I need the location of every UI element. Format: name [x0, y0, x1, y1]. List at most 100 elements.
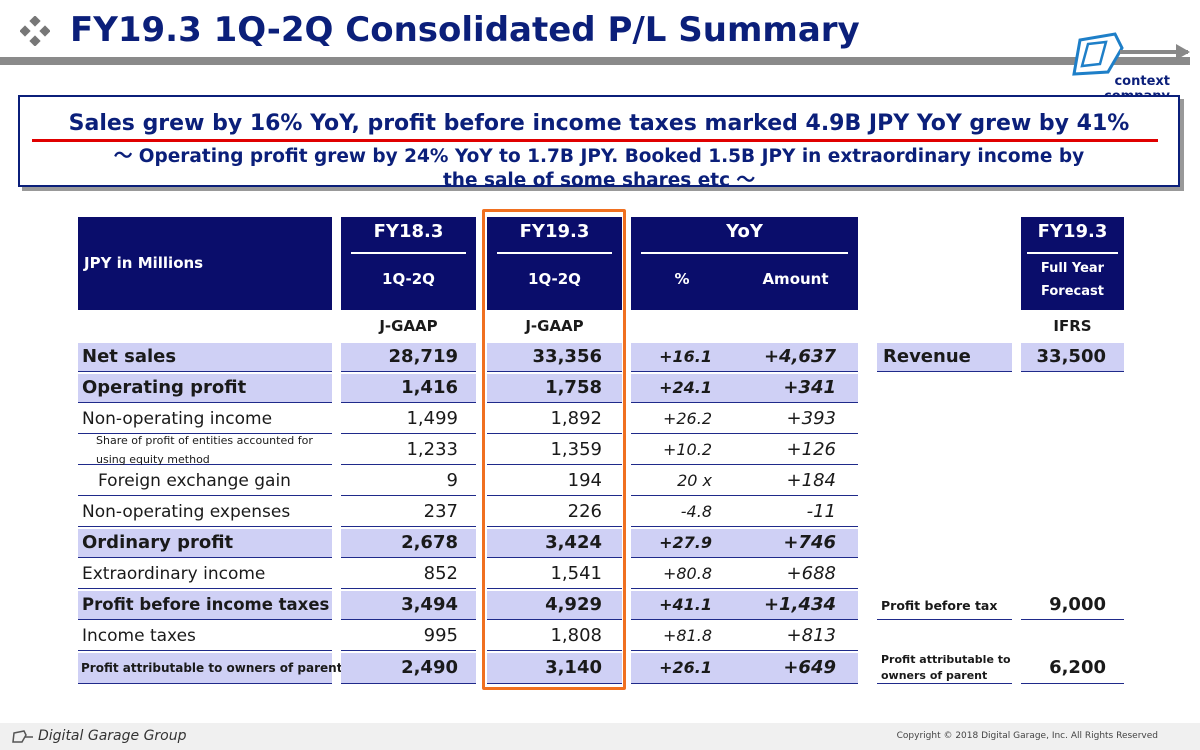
value-fy18: 1,416 — [401, 377, 458, 398]
std-fy19: J-GAAP — [525, 317, 584, 335]
value-fy18: 237 — [423, 501, 458, 522]
value-yoy-amount: +184 — [786, 470, 836, 491]
value-yoy-amount: +393 — [786, 408, 836, 429]
value-fy19: 1,808 — [550, 625, 602, 646]
col-fy18: FY18.3 — [373, 221, 444, 242]
forecast-label: Profit before tax — [881, 598, 998, 613]
value-yoy-pct: +10.2 — [662, 440, 712, 459]
col-forecast-sub1: Full Year — [1040, 261, 1105, 276]
row-label: Profit attributable to owners of parent — [81, 661, 343, 675]
value-yoy-amount: -11 — [806, 501, 836, 522]
fy19-highlight-frame — [482, 209, 626, 690]
row-label: Extraordinary income — [82, 564, 266, 584]
row-label: Non-operating expenses — [82, 502, 291, 522]
value-yoy-amount: +688 — [786, 563, 836, 584]
value-fy19: 3,424 — [545, 532, 602, 553]
value-yoy-amount: +4,637 — [763, 346, 836, 367]
value-fy18: 2,678 — [401, 532, 458, 553]
value-yoy-pct: +24.1 — [659, 378, 712, 397]
header-yoy: YoY % Amount — [631, 217, 858, 310]
value-fy18: 852 — [423, 563, 458, 584]
value-fy18: 1,233 — [406, 439, 458, 460]
dg-logo-icon — [1072, 32, 1190, 76]
row-label: Profit before income taxes — [82, 595, 330, 614]
std-forecast: IFRS — [1053, 317, 1092, 335]
headline-main: Sales grew by 16% YoY, profit before inc… — [68, 111, 1130, 136]
value-fy19: 1,758 — [545, 377, 602, 398]
value-fy19: 194 — [567, 470, 602, 491]
header-rule — [351, 252, 466, 254]
value-fy19: 1,359 — [550, 439, 602, 460]
col-fy18-period: 1Q-2Q — [382, 270, 435, 288]
value-fy18: 3,494 — [401, 594, 458, 615]
value-fy18: 2,490 — [401, 657, 458, 678]
header-forecast: FY19.3 Full Year Forecast — [1021, 217, 1124, 310]
value-yoy-pct: +81.8 — [662, 626, 712, 645]
page-title: FY19.3 1Q-2Q Consolidated P/L Summary — [70, 10, 860, 50]
row-label-line2: using equity method — [96, 453, 210, 466]
unit-label: JPY in Millions — [84, 254, 204, 272]
row-label-line1: Share of profit of entities accounted fo… — [96, 434, 313, 447]
row-label: Non-operating income — [82, 409, 273, 429]
row-label: Foreign exchange gain — [98, 471, 291, 491]
forecast-label-line2: owners of parent — [881, 669, 988, 682]
value-yoy-pct: +16.1 — [659, 347, 712, 366]
std-fy18: J-GAAP — [379, 317, 438, 335]
header-fy18: FY18.3 1Q-2Q — [341, 217, 476, 310]
value-fy19: 33,356 — [532, 346, 602, 367]
value-yoy-pct: +26.1 — [659, 658, 712, 677]
value-fy19: 3,140 — [545, 657, 602, 678]
value-yoy-pct: +41.1 — [659, 595, 712, 614]
value-yoy-pct: -4.8 — [680, 502, 712, 521]
col-forecast: FY19.3 — [1037, 221, 1108, 242]
value-yoy-amount: +746 — [783, 532, 836, 553]
headline-box: Sales grew by 16% YoY, profit before inc… — [18, 95, 1180, 191]
forecast-label: Revenue — [883, 346, 971, 367]
forecast-label-line1: Profit attributable to — [881, 653, 1011, 666]
footer-copyright: Copyright © 2018 Digital Garage, Inc. Al… — [896, 731, 1158, 741]
value-fy19: 1,541 — [550, 563, 602, 584]
title-bar: FY19.3 1Q-2Q Consolidated P/L Summary — [0, 0, 1200, 70]
row-label: Ordinary profit — [82, 532, 234, 553]
col-yoy-amount: Amount — [762, 270, 829, 288]
value-fy18: 995 — [423, 625, 458, 646]
value-yoy-amount: +813 — [786, 625, 836, 646]
value-yoy-amount: +1,434 — [763, 594, 836, 615]
value-yoy-pct: 20 x — [677, 471, 712, 490]
row-label: Income taxes — [82, 626, 196, 646]
value-fy18: 1,499 — [406, 408, 458, 429]
value-fy19: 226 — [567, 501, 602, 522]
header-fy19: FY19.3 1Q-2Q — [487, 217, 622, 310]
value-yoy-amount: +126 — [786, 439, 836, 460]
headline-sub: ～ Operating profit grew by 24% YoY to 1.… — [20, 145, 1178, 193]
value-fy18: 9 — [446, 470, 458, 491]
header-unit-cell: JPY in Millions — [78, 217, 332, 310]
value-fy19: 1,892 — [550, 408, 602, 429]
value-yoy-amount: +341 — [783, 377, 836, 398]
col-yoy: YoY — [726, 221, 763, 242]
headline-sub-line1: ～ Operating profit grew by 24% YoY to 1.… — [113, 146, 1085, 167]
value-yoy-pct: +80.8 — [662, 564, 712, 583]
row-label: Operating profit — [82, 377, 247, 398]
forecast-value: 6,200 — [1049, 657, 1106, 678]
diamond-bullet-icon — [20, 16, 50, 46]
headline-red-underline — [32, 139, 1158, 142]
forecast-value: 33,500 — [1036, 346, 1106, 367]
col-fy19-period: 1Q-2Q — [528, 270, 581, 288]
col-fy19: FY19.3 — [519, 221, 590, 242]
col-forecast-sub2: Forecast — [1041, 284, 1104, 299]
value-fy18: 28,719 — [388, 346, 458, 367]
value-yoy-pct: +27.9 — [659, 533, 712, 552]
value-yoy-amount: +649 — [783, 657, 836, 678]
col-yoy-pct: % — [674, 270, 690, 288]
header-rule — [1027, 252, 1118, 254]
title-underline — [0, 57, 1190, 65]
row-label: Net sales — [82, 346, 177, 367]
footer: Digital Garage Group Copyright © 2018 Di… — [0, 723, 1200, 750]
value-yoy-pct: +26.2 — [662, 409, 712, 428]
footer-brand: Digital Garage Group — [38, 728, 187, 744]
forecast-value: 9,000 — [1049, 594, 1106, 615]
header-rule — [641, 252, 848, 254]
dg-footer-logo-icon — [12, 730, 33, 743]
headline-sub-line2: the sale of some shares etc ～ — [442, 170, 756, 191]
